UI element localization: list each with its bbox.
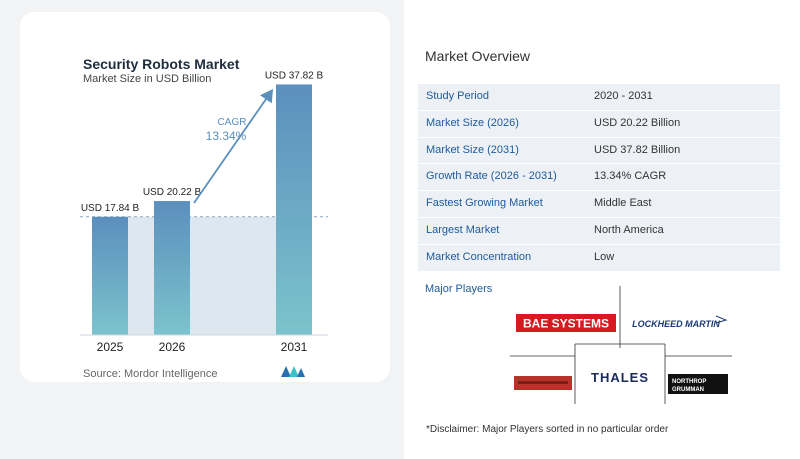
bar-2031 (276, 84, 312, 335)
chart-title: Security Robots Market (83, 56, 240, 72)
overview-table: Study Period 2020 - 2031 Market Size (20… (418, 84, 780, 272)
bar-2026 (154, 201, 190, 335)
disclaimer: *Disclaimer: Major Players sorted in no … (426, 424, 669, 435)
table-row: Fastest Growing Market Middle East (418, 191, 780, 218)
table-row: Market Concentration Low (418, 244, 780, 272)
table-row: Market Size (2031) USD 37.82 Billion (418, 137, 780, 165)
row-value: 13.34% CAGR (594, 170, 667, 183)
row-value: North America (594, 223, 664, 236)
table-row: Market Size (2026) USD 20.22 Billion (418, 110, 780, 138)
major-players-logos: BAE SYSTEMS LOCKHEED MARTIN THALES NORTH… (510, 286, 732, 404)
table-row: Growth Rate (2026 - 2031) 13.34% CAGR (418, 164, 780, 192)
chart-subtitle: Market Size in USD Billion (83, 73, 212, 85)
source-note: Source: Mordor Intelligence (83, 368, 218, 380)
row-value: 2020 - 2031 (594, 90, 653, 102)
bae-systems-logo (516, 314, 616, 332)
lockheed-star-icon (715, 315, 728, 324)
data-label-2025: USD 17.84 B (81, 203, 140, 214)
row-label: Largest Market (426, 223, 500, 236)
table-row: Largest Market North America (418, 217, 780, 245)
cagr-label: CAGR (218, 117, 247, 128)
northrop-label: NORTHROP (672, 379, 706, 385)
cagr-value: 13.34% (206, 129, 247, 143)
bar-chart: USD 17.84 B 2025 USD 20.22 B 2026 USD 37.82 … (80, 70, 328, 354)
row-value: USD 37.82 Billion (594, 143, 681, 156)
thales-label: THALES (591, 370, 649, 385)
data-label-2026: USD 20.22 B (143, 187, 202, 198)
row-label: Fastest Growing Market (426, 197, 543, 210)
data-label-2031: USD 37.82 B (265, 70, 324, 81)
northrop-grumman-logo (668, 374, 728, 394)
row-value: Middle East (594, 197, 652, 210)
mordor-logo-icon (281, 366, 305, 377)
row-value: Low (594, 250, 615, 263)
bae-systems-label: BAE SYSTEMS (523, 317, 609, 331)
x-tick-2025: 2025 (97, 340, 124, 354)
row-label: Growth Rate (2026 - 2031) (426, 170, 557, 183)
row-label: Study Period (426, 90, 489, 102)
x-tick-2031: 2031 (281, 340, 308, 354)
row-label: Market Size (2026) (426, 116, 519, 129)
major-players-title: Major Players (425, 283, 493, 295)
bar-2025 (92, 216, 128, 335)
cagr-arrow (193, 88, 274, 204)
grumman-label: GRUMMAN (672, 387, 704, 393)
row-label: Market Size (2031) (426, 143, 519, 156)
baseline-band (92, 216, 312, 335)
row-label: Market Concentration (426, 250, 532, 263)
overview-title: Market Overview (425, 48, 531, 64)
leonardo-mark-icon (518, 381, 568, 384)
row-value: USD 20.22 Billion (594, 116, 681, 129)
x-tick-2026: 2026 (159, 340, 186, 354)
lockheed-martin-label: LOCKHEED MARTIN (632, 319, 720, 329)
table-row: Study Period 2020 - 2031 (418, 84, 780, 111)
